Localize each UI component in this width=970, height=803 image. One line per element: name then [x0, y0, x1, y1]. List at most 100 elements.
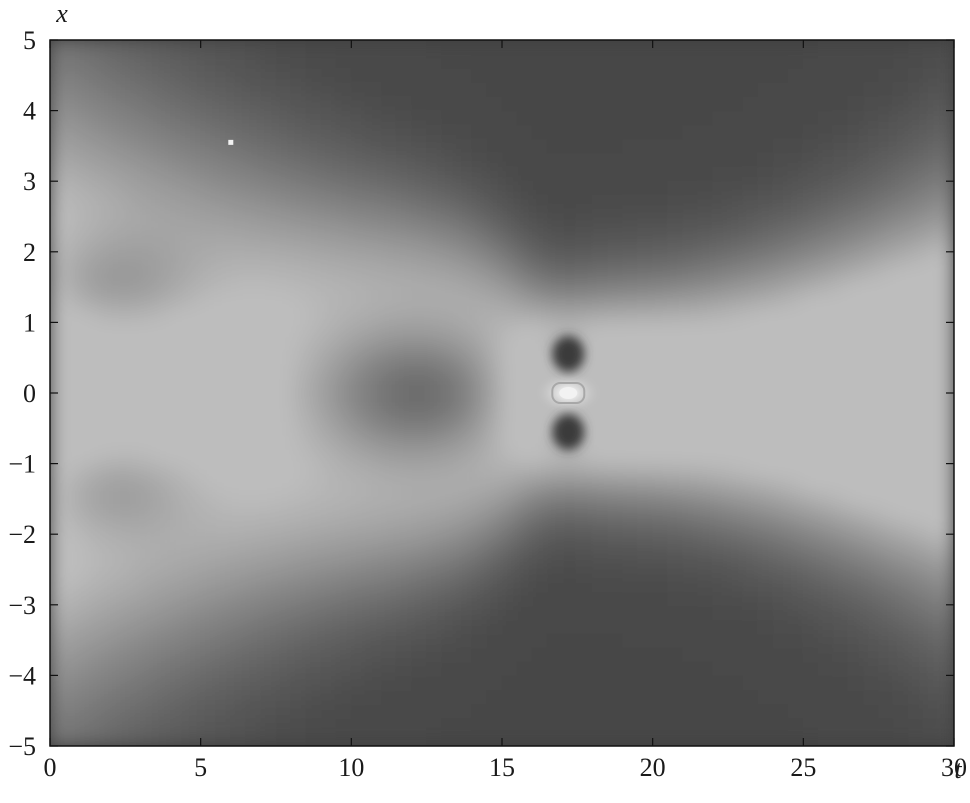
heatmap-cell: [486, 561, 503, 578]
heatmap-cell: [260, 576, 277, 592]
heatmap-cell: [320, 448, 337, 465]
heatmap-cell: [109, 689, 126, 705]
heatmap-cell: [667, 392, 684, 408]
heatmap-cell: [591, 81, 608, 97]
heatmap-cell: [305, 95, 322, 112]
heatmap-cell: [275, 717, 292, 733]
heatmap-cell: [230, 392, 247, 408]
heatmap-cell: [727, 350, 744, 366]
heatmap-cell: [50, 717, 66, 733]
heatmap-cell: [546, 67, 563, 83]
heatmap-cell: [275, 731, 292, 746]
heatmap-cell: [893, 279, 910, 295]
heatmap-cell: [170, 576, 187, 592]
heatmap-cell: [94, 194, 111, 210]
heatmap-cell: [275, 53, 292, 69]
heatmap-cell: [637, 350, 654, 366]
heatmap-cell: [64, 364, 81, 380]
heatmap-cell: [606, 95, 624, 112]
heatmap-cell: [411, 519, 428, 535]
heatmap-cell: [576, 180, 593, 196]
heatmap-cell: [652, 477, 669, 493]
heatmap-cell: [260, 604, 277, 620]
heatmap-cell: [486, 67, 503, 83]
heatmap-cell: [787, 561, 804, 578]
heatmap-cell: [802, 420, 819, 436]
heatmap-cell: [787, 180, 804, 196]
heatmap-cell: [848, 223, 865, 239]
heatmap-cell: [561, 265, 578, 281]
heatmap-cell: [260, 336, 277, 352]
heatmap-cell: [727, 364, 744, 380]
heatmap-cell: [64, 448, 81, 465]
heatmap-cell: [863, 67, 880, 83]
heatmap-cell: [923, 237, 940, 253]
heatmap-cell: [441, 223, 458, 239]
heatmap-cell: [772, 237, 789, 253]
heatmap-cell: [79, 81, 96, 97]
heatmap-cell: [185, 336, 202, 352]
heatmap-cell: [94, 40, 111, 55]
heatmap-cell: [335, 81, 352, 97]
heatmap-cell: [456, 491, 473, 507]
heatmap-cell: [200, 350, 217, 366]
heatmap-cell: [350, 448, 367, 465]
heatmap-cell: [170, 138, 187, 154]
heatmap-cell: [908, 53, 925, 69]
heatmap-cell: [817, 53, 834, 69]
heatmap-cell: [335, 406, 352, 422]
heatmap-cell: [832, 646, 850, 662]
heatmap-cell: [576, 110, 593, 126]
heatmap-cell: [411, 717, 428, 733]
heatmap-cell: [365, 660, 382, 676]
heatmap-cell: [245, 561, 262, 578]
heatmap-cell: [531, 67, 548, 83]
heatmap-cell: [727, 53, 744, 69]
heatmap-cell: [727, 547, 744, 563]
heatmap-cell: [185, 307, 202, 323]
heatmap-cell: [878, 364, 895, 380]
heatmap-cell: [787, 477, 804, 493]
heatmap-cell: [622, 434, 639, 450]
heatmap-cell: [848, 406, 865, 422]
heatmap-cell: [64, 717, 81, 733]
heatmap-cell: [411, 491, 428, 507]
heatmap-cell: [817, 237, 834, 253]
heatmap-cell: [200, 674, 217, 691]
heatmap-cell: [380, 477, 398, 493]
heatmap-cell: [396, 378, 413, 394]
heatmap-cell: [878, 265, 895, 281]
heatmap-cell: [335, 293, 352, 309]
heatmap-cell: [591, 364, 608, 380]
heatmap-cell: [637, 420, 654, 436]
heatmap-cell: [154, 81, 172, 97]
heatmap-cell: [365, 279, 382, 295]
heatmap-cell: [727, 378, 744, 394]
heatmap-cell: [396, 463, 413, 479]
heatmap-cell: [124, 717, 141, 733]
heatmap-cell: [245, 420, 262, 436]
heatmap-cell: [878, 279, 895, 295]
heatmap-cell: [908, 618, 925, 634]
heatmap-cell: [50, 434, 66, 450]
heatmap-cell: [170, 378, 187, 394]
heatmap-cell: [802, 336, 819, 352]
heatmap-cell: [637, 561, 654, 578]
heatmap-cell: [727, 124, 744, 140]
heatmap-cell: [335, 434, 352, 450]
heatmap-cell: [260, 321, 277, 338]
heatmap-cell: [832, 307, 850, 323]
heatmap-cell: [185, 576, 202, 592]
heatmap-cell: [79, 590, 96, 606]
heatmap-cell: [832, 336, 850, 352]
heatmap-cell: [501, 124, 518, 140]
heatmap-cell: [832, 547, 850, 563]
heatmap-cell: [667, 660, 684, 676]
heatmap-cell: [139, 138, 156, 154]
heatmap-cell: [652, 293, 669, 309]
heatmap-cell: [787, 293, 804, 309]
heatmap-cell: [637, 646, 654, 662]
heatmap-cell: [486, 237, 503, 253]
heatmap-cell: [652, 166, 669, 182]
heatmap-cell: [576, 279, 593, 295]
